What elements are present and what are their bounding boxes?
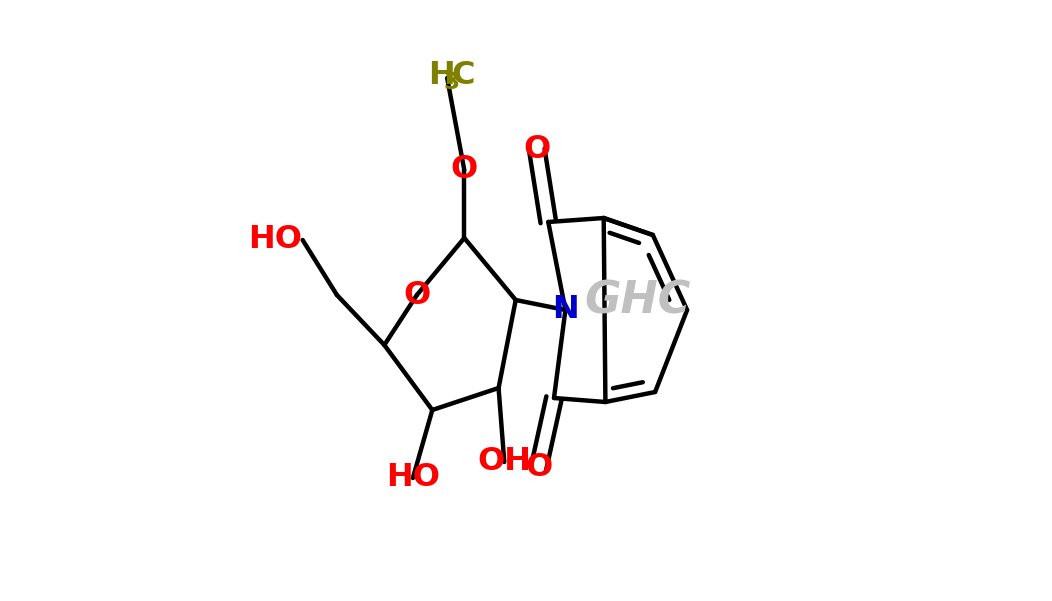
Text: O: O — [403, 279, 430, 311]
Text: HO: HO — [386, 463, 440, 493]
Text: O: O — [525, 453, 552, 483]
Text: HO: HO — [248, 225, 303, 255]
Text: N: N — [552, 294, 579, 326]
Text: H: H — [428, 60, 454, 91]
Text: O: O — [450, 154, 478, 186]
Text: OH: OH — [478, 447, 531, 478]
Text: 3: 3 — [444, 72, 460, 94]
Text: O: O — [523, 135, 550, 165]
Text: GHC: GHC — [584, 279, 690, 322]
Text: C: C — [451, 60, 474, 91]
